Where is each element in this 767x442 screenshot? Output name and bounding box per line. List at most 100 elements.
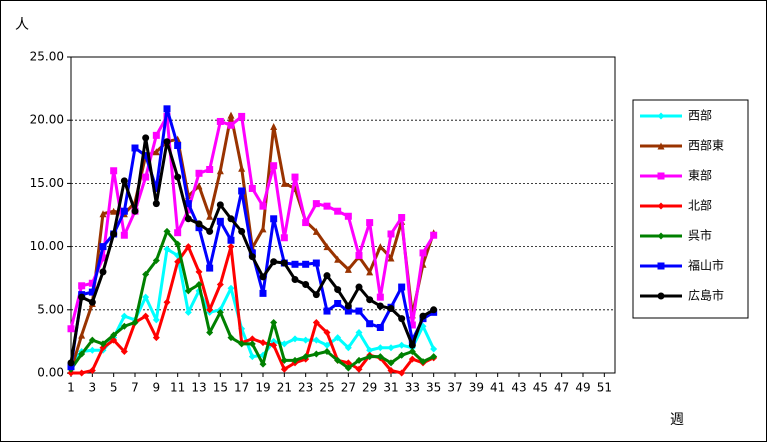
point [88, 279, 96, 287]
point [131, 318, 139, 326]
point [174, 240, 182, 248]
point [376, 353, 384, 361]
point [163, 105, 171, 113]
point [152, 257, 160, 265]
point [387, 359, 395, 367]
point [312, 291, 320, 299]
point [216, 308, 224, 316]
point [163, 245, 171, 253]
point [120, 177, 128, 185]
point [302, 353, 310, 361]
point [78, 350, 86, 358]
point [280, 234, 288, 242]
point [344, 212, 352, 220]
point [376, 344, 384, 352]
point [99, 340, 107, 348]
point [67, 369, 75, 377]
point [142, 134, 150, 142]
point [216, 201, 224, 209]
x-tick-label: 37 [447, 381, 462, 395]
x-tick-label: 23 [298, 381, 313, 395]
point [142, 173, 150, 181]
point [355, 356, 363, 364]
x-axis-label: 週 [670, 412, 684, 428]
legend-label: 呉市 [688, 228, 712, 243]
point [430, 306, 438, 314]
point [259, 360, 267, 368]
point [152, 131, 160, 139]
point [99, 210, 107, 218]
point [227, 284, 235, 292]
point [408, 348, 416, 356]
point [248, 335, 256, 343]
point [195, 169, 203, 177]
point [184, 200, 192, 208]
point [248, 184, 256, 192]
plot-border [70, 56, 616, 374]
legend-label: 北部 [688, 198, 712, 213]
point [152, 184, 160, 192]
x-tick-label: 17 [234, 381, 249, 395]
point [408, 355, 416, 363]
x-tick-label: 5 [110, 381, 118, 395]
point [355, 251, 363, 259]
point [120, 322, 128, 330]
point [195, 224, 203, 232]
y-tick-label: 20.00 [30, 113, 64, 127]
point [184, 206, 192, 214]
point [142, 293, 150, 301]
point [323, 329, 331, 337]
x-tick-label: 35 [426, 381, 441, 395]
point [206, 227, 214, 235]
point [227, 334, 235, 342]
y-axis-label: 人 [15, 17, 29, 33]
point [227, 121, 235, 129]
point [216, 117, 224, 125]
point [184, 308, 192, 316]
point [270, 258, 278, 266]
point [355, 365, 363, 373]
x-tick-label: 51 [597, 381, 612, 395]
point [99, 344, 107, 352]
point [88, 366, 96, 374]
point [355, 307, 363, 315]
point [398, 369, 406, 377]
point [323, 272, 331, 280]
point [387, 366, 395, 374]
point [142, 270, 150, 278]
point [280, 259, 288, 267]
point [67, 359, 75, 367]
point [366, 320, 374, 328]
point [344, 359, 352, 367]
x-tick-label: 43 [511, 381, 526, 395]
x-tick-label: 21 [277, 381, 292, 395]
point [280, 179, 288, 187]
point [206, 264, 214, 272]
point [291, 275, 299, 283]
legend-box [632, 99, 749, 319]
point [344, 265, 352, 273]
point [142, 152, 150, 160]
point [344, 344, 352, 352]
point [184, 287, 192, 295]
point [387, 344, 395, 352]
point [344, 302, 352, 310]
x-tick-label: 1 [67, 381, 75, 395]
point [376, 302, 384, 310]
point [376, 243, 384, 251]
legend-label: 東部 [688, 168, 712, 183]
point [312, 336, 320, 344]
point [302, 219, 310, 227]
point [387, 230, 395, 238]
point [174, 229, 182, 237]
point [88, 336, 96, 344]
point [398, 341, 406, 349]
point [195, 281, 203, 289]
y-tick-label: 10.00 [30, 239, 64, 253]
point [334, 207, 342, 215]
point [88, 298, 96, 306]
x-tick-label: 33 [405, 381, 420, 395]
point [78, 282, 86, 290]
point [110, 230, 118, 238]
